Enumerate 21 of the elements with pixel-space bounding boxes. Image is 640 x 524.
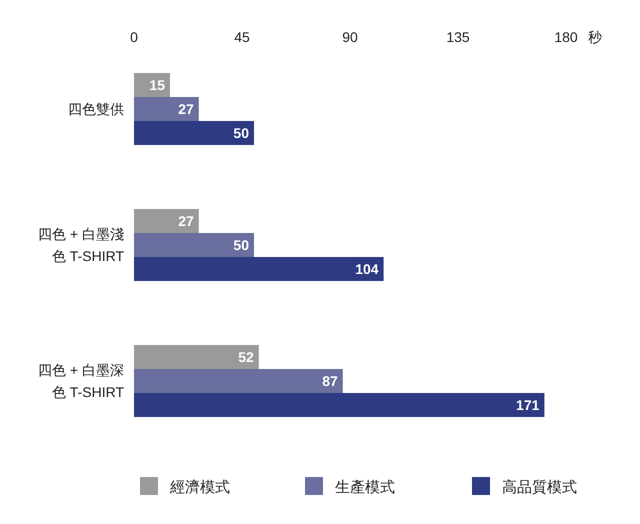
data-label: 50 xyxy=(233,125,249,141)
data-label: 104 xyxy=(355,261,379,277)
xtick: 90 xyxy=(342,29,358,45)
category: 四色 + 白墨淺色 T-SHIRT xyxy=(38,226,124,264)
data-label: 87 xyxy=(322,373,338,389)
xtick: 45 xyxy=(234,29,250,45)
data-label: 27 xyxy=(178,101,194,117)
category: 四色 + 白墨深色 T-SHIRT xyxy=(38,362,124,400)
xlabel: 秒 xyxy=(588,29,602,45)
data-label: 52 xyxy=(238,349,254,365)
category: 四色雙供 xyxy=(68,101,124,117)
data-label: 50 xyxy=(233,237,249,253)
legend-label: 生產模式 xyxy=(335,479,395,496)
xtick: 135 xyxy=(446,29,470,45)
data-label: 15 xyxy=(149,77,165,93)
data-label: 171 xyxy=(516,397,540,413)
legend-label: 經濟模式 xyxy=(170,479,230,496)
legend-label: 高品質模式 xyxy=(502,479,577,496)
data-label: 27 xyxy=(178,213,194,229)
xtick: 0 xyxy=(130,29,138,45)
xtick: 180 xyxy=(554,29,578,45)
